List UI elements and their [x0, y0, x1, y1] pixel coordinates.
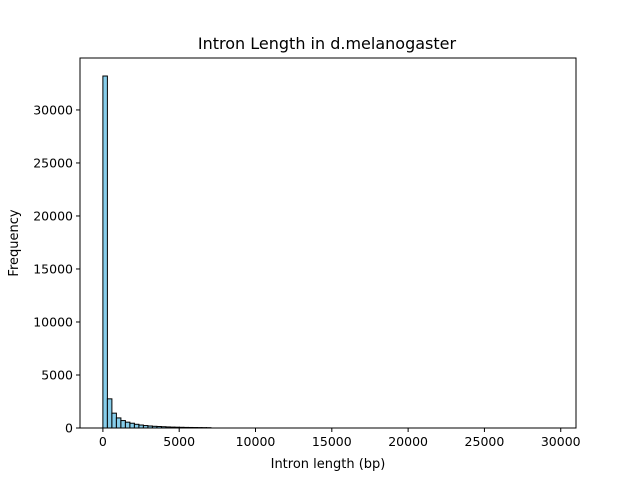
- histogram-bar: [129, 422, 135, 429]
- x-tick-label: 10000: [236, 434, 276, 449]
- histogram-bar: [102, 75, 108, 429]
- x-tick-label: 20000: [388, 434, 428, 449]
- plot-area: [79, 57, 577, 429]
- histogram-bars: [102, 75, 212, 429]
- histogram-bar: [111, 412, 117, 429]
- histogram-bar: [133, 423, 140, 429]
- x-tick-label: 30000: [541, 434, 581, 449]
- x-tick-label: 15000: [312, 434, 352, 449]
- y-tick-label: 5000: [41, 367, 73, 382]
- y-tick-label: 15000: [33, 261, 73, 276]
- histogram-bar: [115, 417, 122, 429]
- y-tick-label: 10000: [33, 314, 73, 329]
- plot-frame: [79, 57, 577, 429]
- y-axis: 0 5000 10000 15000 20000 25000 30000: [33, 102, 80, 436]
- y-axis-title: Frequency: [7, 209, 22, 276]
- chart-title: Intron Length in d.melanogaster: [198, 34, 457, 53]
- x-tick-label: 25000: [465, 434, 505, 449]
- plot-background: [80, 58, 576, 428]
- y-tick-label: 30000: [33, 102, 73, 117]
- histogram-bar: [124, 421, 131, 429]
- y-tick-label: 0: [65, 421, 73, 436]
- x-tick-label: 5000: [163, 434, 195, 449]
- histogram-bar: [120, 420, 126, 429]
- x-axis: 0 5000 10000 15000 20000 25000 30000: [99, 428, 581, 449]
- x-tick-label: 0: [99, 434, 107, 449]
- histogram-bar: [106, 398, 113, 429]
- y-tick-label: 20000: [33, 208, 73, 223]
- y-tick-label: 25000: [33, 155, 73, 170]
- x-axis-title: Intron length (bp): [271, 457, 386, 472]
